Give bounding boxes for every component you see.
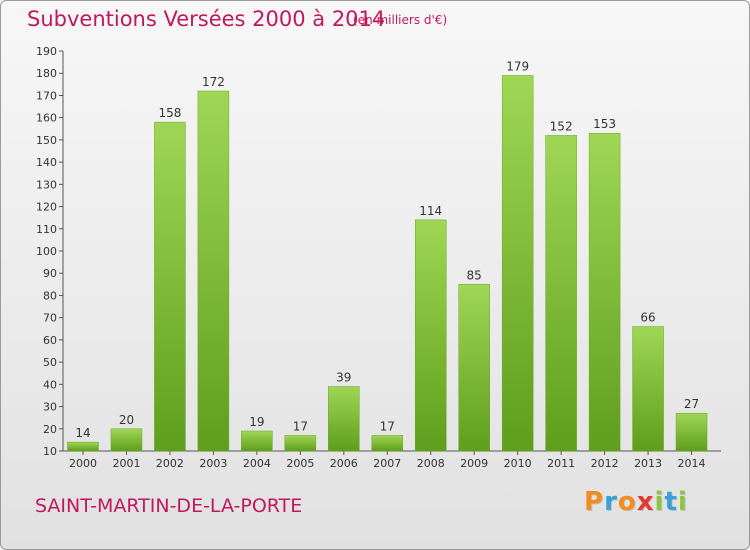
chart-title: Subventions Versées 2000 à 2014 [27,7,386,31]
x-tick-label: 2004 [243,457,271,470]
bar-value-label: 19 [249,415,264,429]
logo-letter: x [636,487,655,517]
y-tick-label: 80 [43,289,57,302]
x-tick-label: 2002 [156,457,184,470]
y-tick-label: 50 [43,356,57,369]
x-tick-label: 2005 [286,457,314,470]
x-tick-label: 2014 [678,457,706,470]
bar-value-label: 27 [684,397,699,411]
y-tick-label: 170 [36,89,57,102]
logo-letter: i [654,487,665,517]
logo-letter: r [604,487,618,517]
x-tick-label: 2013 [634,457,662,470]
y-tick-label: 130 [36,178,57,191]
logo-letter: o [617,487,637,517]
commune-name: SAINT-MARTIN-DE-LA-PORTE [35,495,303,517]
logo-letter: i [677,487,688,517]
y-tick-label: 20 [43,423,57,436]
y-tick-label: 40 [43,378,57,391]
bar [588,132,621,452]
bar [110,428,143,452]
x-tick-label: 2008 [417,457,445,470]
bar [154,121,186,452]
y-tick-label: 160 [36,112,57,125]
x-tick-label: 2007 [373,457,401,470]
bar [284,435,317,452]
bar [241,430,273,452]
bar-value-label: 17 [293,419,308,433]
bar-value-label: 152 [550,119,573,133]
bar-value-label: 66 [640,311,655,325]
bar [675,412,708,452]
bar-value-label: 14 [75,426,90,440]
bar [371,435,404,452]
bar-value-label: 179 [506,59,529,73]
y-tick-label: 30 [43,401,57,414]
bar-value-label: 153 [593,117,616,131]
x-tick-label: 2012 [591,457,619,470]
bar-value-label: 172 [202,75,225,89]
logo-letter: P [584,487,605,517]
x-tick-label: 2011 [547,457,575,470]
bar [632,326,664,452]
proxiti-logo: Proxiti [584,487,688,517]
x-tick-label: 2000 [69,457,97,470]
y-tick-label: 150 [36,134,57,147]
y-tick-label: 180 [36,67,57,80]
y-tick-label: 90 [43,267,57,280]
bar-value-label: 39 [336,371,351,385]
bar-value-label: 158 [158,106,181,120]
bar-value-label: 17 [380,419,395,433]
bar [458,284,490,452]
y-tick-label: 110 [36,223,57,236]
bar [414,219,447,452]
y-tick-label: 10 [43,445,57,458]
bar-value-label: 20 [119,413,134,427]
bar [197,90,230,452]
logo-letter: t [664,487,678,517]
y-tick-label: 140 [36,156,57,169]
bar-value-label: 114 [419,204,442,218]
bar [501,75,534,452]
bar [328,386,360,452]
y-tick-label: 100 [36,245,57,258]
bar-value-label: 85 [467,268,482,282]
x-tick-label: 2003 [199,457,227,470]
x-tick-label: 2010 [504,457,532,470]
bar [545,135,577,452]
x-tick-label: 2001 [112,457,140,470]
y-tick-label: 190 [36,45,57,58]
y-tick-label: 120 [36,201,57,214]
chart-unit-note: (en milliers d'€) [353,13,448,27]
y-tick-label: 70 [43,312,57,325]
y-tick-label: 60 [43,334,57,347]
bar [67,441,99,452]
x-tick-label: 2006 [330,457,358,470]
x-tick-label: 2009 [460,457,488,470]
